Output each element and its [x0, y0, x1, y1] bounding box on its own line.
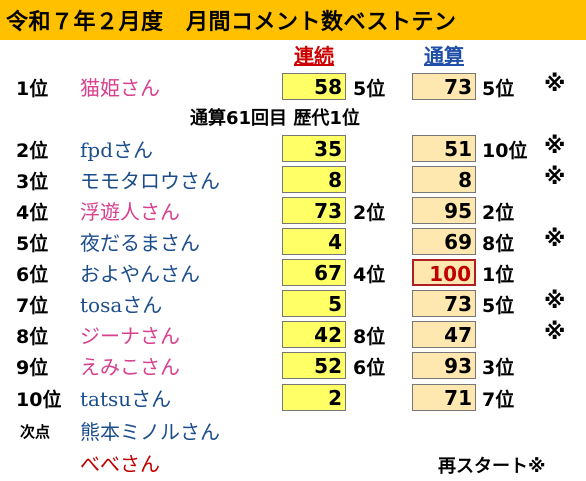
table-row: 4位 浮遊人さん 73 2位 95 2位	[0, 196, 586, 227]
streak-rank: 2位	[353, 202, 386, 224]
milestone-note: 通算61回目 歴代1位	[190, 108, 360, 129]
table-row: 5位 夜だるまさん 4 69 8位 ※	[0, 227, 586, 258]
member-name: モモタロウさん	[80, 169, 220, 193]
total-count: 93	[412, 352, 476, 379]
member-name: tatsuさん	[80, 387, 172, 411]
streak-count: 67	[282, 259, 346, 286]
page-title: 令和７年２月度 月間コメント数ベストテン	[6, 10, 457, 35]
streak-rank: 8位	[353, 326, 386, 348]
streak-count: 2	[282, 384, 346, 411]
total-count: 100	[412, 259, 476, 286]
streak-count: 4	[282, 228, 346, 255]
header-streak: 連続	[294, 44, 334, 68]
member-name: ジーナさん	[80, 324, 180, 348]
rank-label: 7位	[16, 295, 49, 317]
table-row: 9位 えみこさん 52 6位 93 3位	[0, 351, 586, 382]
total-count: 8	[412, 166, 476, 193]
total-rank: 1位	[482, 264, 515, 286]
streak-count: 5	[282, 290, 346, 317]
member-name: 夜だるまさん	[80, 231, 200, 255]
restart-mark: ※	[544, 227, 566, 252]
member-name: 浮遊人さん	[80, 200, 180, 224]
rank-label: 次点	[20, 423, 51, 441]
total-count: 51	[412, 135, 476, 162]
table-row: 2位 fpdさん 35 51 10位 ※	[0, 134, 586, 165]
streak-rank: 5位	[353, 78, 386, 100]
rank-label: 4位	[16, 202, 49, 224]
header-total: 通算	[424, 44, 464, 68]
total-count: 69	[412, 228, 476, 255]
table-row: 7位 tosaさん 5 73 5位 ※	[0, 289, 586, 320]
rank-label: 5位	[16, 233, 49, 255]
restart-mark: ※	[544, 134, 566, 159]
rank-label: 1位	[16, 78, 49, 100]
member-name: えみこさん	[80, 355, 180, 379]
runner-up-row: べべさん	[0, 448, 586, 479]
streak-count: 73	[282, 197, 346, 224]
title-bar: 令和７年２月度 月間コメント数ベストテン	[0, 0, 586, 40]
member-name: べべさん	[80, 452, 160, 476]
rank-label: 8位	[16, 326, 49, 348]
streak-count: 42	[282, 321, 346, 348]
streak-rank: 4位	[353, 264, 386, 286]
table-row: 6位 およやんさん 67 4位 100 1位	[0, 258, 586, 289]
streak-count: 35	[282, 135, 346, 162]
restart-note: 再スタート※	[438, 456, 546, 477]
rank-label: 6位	[16, 264, 49, 286]
total-count: 47	[412, 321, 476, 348]
table-row: 3位 モモタロウさん 8 8 ※	[0, 165, 586, 196]
member-name: 熊本ミノルさん	[80, 420, 220, 444]
total-rank: 2位	[482, 202, 515, 224]
table-row: 1位 猫姫さん 58 5位 73 5位 ※	[0, 72, 586, 103]
runner-up-row: 次点 熊本ミノルさん	[0, 416, 586, 447]
restart-mark: ※	[544, 72, 566, 97]
restart-mark: ※	[544, 320, 566, 345]
total-count: 95	[412, 197, 476, 224]
table-row: 10位 tatsuさん 2 71 7位	[0, 383, 586, 414]
rank-label: 2位	[16, 140, 49, 162]
total-count: 73	[412, 290, 476, 317]
restart-mark: ※	[544, 289, 566, 314]
rank-label: 3位	[16, 171, 49, 193]
total-rank: 10位	[482, 140, 528, 162]
total-rank: 5位	[482, 295, 515, 317]
total-count: 73	[412, 73, 476, 100]
streak-count: 8	[282, 166, 346, 193]
streak-count: 52	[282, 352, 346, 379]
table-row: 8位 ジーナさん 42 8位 47 ※	[0, 320, 586, 351]
total-rank: 7位	[482, 389, 515, 411]
total-rank: 8位	[482, 233, 515, 255]
member-name: tosaさん	[80, 293, 163, 317]
member-name: fpdさん	[80, 138, 154, 162]
rank-label: 10位	[16, 389, 62, 411]
total-rank: 5位	[482, 78, 515, 100]
restart-mark: ※	[544, 165, 566, 190]
rank-label: 9位	[16, 357, 49, 379]
member-name: およやんさん	[80, 262, 200, 286]
total-count: 71	[412, 384, 476, 411]
member-name: 猫姫さん	[80, 76, 160, 100]
streak-rank: 6位	[353, 357, 386, 379]
total-rank: 3位	[482, 357, 515, 379]
streak-count: 58	[282, 73, 346, 100]
